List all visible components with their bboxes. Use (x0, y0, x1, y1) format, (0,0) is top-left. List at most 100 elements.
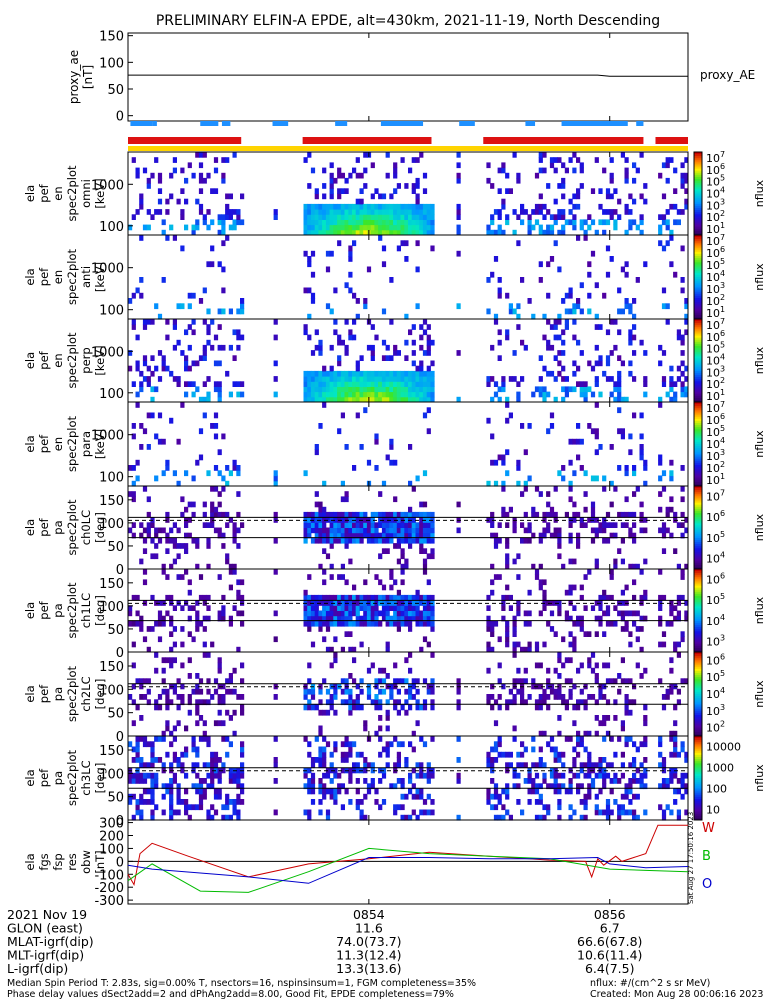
colorbar-swatch (694, 397, 702, 401)
colorbar-swatch (694, 162, 702, 165)
colorbar-swatch (694, 435, 702, 439)
y-tick-label: 100 (99, 387, 124, 402)
proxy-ae-ylabel: proxy_ae (67, 50, 81, 104)
colorbar-swatch (694, 622, 702, 626)
colorbar-swatch (694, 479, 702, 483)
colorbar-swatch (694, 794, 702, 798)
panel-ylabel: ch1LC (79, 593, 93, 628)
panel-ylabel: spec2plot (65, 749, 79, 806)
colorbar-swatch (694, 174, 702, 178)
colorbar-swatch (694, 220, 702, 224)
spin-fit-bar (128, 137, 242, 144)
colorbar-tick-label: 104 (706, 613, 725, 628)
colorbar-swatch (694, 393, 702, 397)
colorbar-swatch (694, 316, 702, 320)
colorbar-swatch (694, 546, 702, 549)
y-tick-label: 50 (107, 540, 124, 555)
colorbar-swatch (694, 712, 702, 716)
colorbar-swatch (694, 337, 702, 341)
colorbar-swatch (694, 423, 702, 426)
footer-note-1: Median Spin Period T: 2.83s, sig=0.00% T… (7, 978, 476, 989)
colorbar-tick-label: 101 (706, 472, 725, 487)
colorbar-label: nflux (753, 513, 766, 541)
colorbar-swatch (694, 345, 702, 349)
colorbar-tick-label: 102 (706, 460, 725, 475)
footer-row-value: 66.6(67.8) (577, 934, 642, 949)
colorbar-swatch (694, 462, 702, 466)
colorbar-swatch (694, 731, 702, 735)
colorbar-swatch (694, 510, 702, 514)
panel-ylabel: pa (51, 687, 65, 701)
panel-ylabel: [keV] (93, 178, 107, 208)
colorbar-swatch (694, 662, 702, 666)
colorbar-swatch (694, 698, 702, 701)
colorbar-swatch (694, 266, 702, 270)
colorbar-swatch (694, 370, 702, 374)
colorbar-tick-label: 105 (706, 341, 725, 356)
colorbar-swatch (694, 550, 702, 553)
colorbar-swatch (694, 410, 702, 413)
pitch-angle-cells-6 (128, 569, 689, 653)
colorbar-tick-label: 105 (706, 592, 725, 607)
colorbar-swatch (694, 704, 702, 708)
colorbar-swatch (694, 323, 702, 326)
science-zone-bar (130, 121, 153, 126)
colorbar-tick-label: 10 (706, 804, 720, 817)
panel-ylabel: omni (79, 179, 93, 208)
colorbar-swatch (694, 420, 702, 424)
colorbar-tick-label: 10000 (706, 741, 741, 754)
colorbar-swatch (694, 792, 702, 796)
y-tick-label: 100 (99, 304, 124, 319)
y-tick-label: 0 (116, 563, 124, 578)
colorbar-swatch (694, 283, 702, 286)
colorbar-swatch (694, 685, 702, 689)
y-tick-label: 100 (99, 220, 124, 235)
colorbar-tick-label: 106 (706, 509, 725, 524)
colorbar-swatch (694, 448, 702, 451)
colorbar-swatch (694, 817, 702, 821)
colorbar-swatch (694, 635, 702, 638)
colorbar-swatch (694, 589, 702, 593)
colorbar-swatch (694, 399, 702, 403)
colorbar-swatch (694, 687, 702, 691)
colorbar-swatch (694, 627, 702, 630)
panel-ylabel: ela (23, 185, 37, 202)
footer-row-label: L-igrf(dip) (7, 961, 68, 976)
colorbar-tick-label: 107 (706, 400, 725, 415)
colorbar-swatch (694, 602, 702, 605)
colorbar-swatch (694, 178, 702, 182)
panel-ylabel: ela (23, 435, 37, 452)
colorbar-tick-label: 104 (706, 353, 725, 368)
colorbar-swatch (694, 492, 702, 495)
footer-created: Created: Mon Aug 28 00:06:16 2023 (590, 989, 763, 1000)
colorbar-swatch (694, 156, 702, 159)
y-tick-label: 0 (116, 855, 124, 870)
colorbar-swatch (694, 670, 702, 674)
colorbar-swatch (694, 308, 702, 312)
colorbar-swatch (694, 771, 702, 775)
colorbar-swatch (694, 319, 702, 322)
colorbar-swatch (694, 577, 702, 580)
colorbar-tick-label: 103 (706, 448, 725, 463)
colorbar-swatch (694, 765, 702, 768)
y-tick-label: -200 (94, 881, 124, 896)
y-tick-label: 100 (99, 600, 124, 615)
colorbar-tick-label: 105 (706, 530, 725, 545)
panel-ylabel: [deg] (93, 679, 107, 710)
colorbar-swatch (694, 647, 702, 651)
colorbar-swatch (694, 241, 702, 244)
colorbar-swatch (694, 811, 702, 815)
colorbar-swatch (694, 604, 702, 607)
colorbar-swatch (694, 746, 702, 750)
colorbar-swatch (694, 274, 702, 278)
colorbar-swatch (694, 754, 702, 758)
colorbar-swatch (694, 387, 702, 391)
colorbar-swatch (694, 469, 702, 472)
panel-ylabel: spec2plot (65, 665, 79, 722)
colorbar-swatch (694, 515, 702, 518)
colorbar-swatch (694, 813, 702, 817)
y-tick-label: 0 (116, 814, 124, 829)
colorbar-swatch (694, 375, 702, 378)
y-tick-label: 200 (99, 830, 124, 845)
colorbar-swatch (694, 668, 702, 672)
